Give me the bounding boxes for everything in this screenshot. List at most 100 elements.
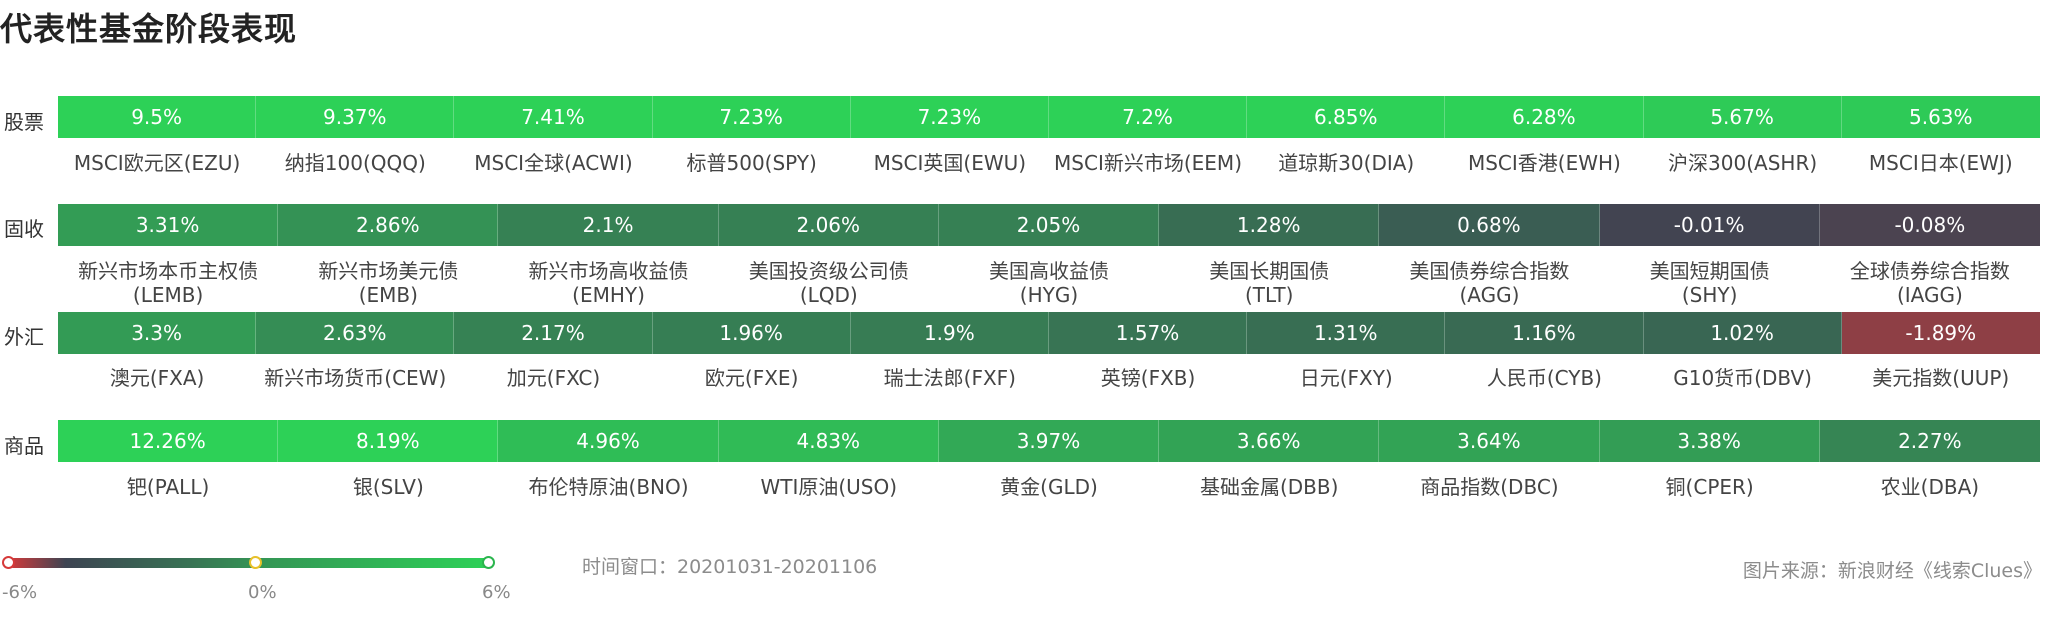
heatmap-cell: 7.23% bbox=[652, 96, 851, 138]
heatmap-cell: 1.57% bbox=[1048, 312, 1248, 354]
heatmap-cell: 7.23% bbox=[850, 96, 1049, 138]
cell-value-label: 1.96% bbox=[719, 321, 783, 345]
cell-value-label: 12.26% bbox=[129, 429, 206, 453]
cell-value-label: 7.23% bbox=[917, 105, 982, 129]
cell-name-label: 美元指数(UUP) bbox=[1872, 366, 2010, 390]
cell-value-label: 6.28% bbox=[1512, 105, 1576, 129]
cell-names-row: 新兴市场本币主权债 (LEMB) 新兴市场美元债 (EMB) 新兴市场高收益债 (EMHY… bbox=[58, 259, 2040, 307]
cell-name-label: 标普500(SPY) bbox=[686, 151, 817, 175]
cell-value-label: 4.96% bbox=[576, 429, 640, 453]
time-window-text: 时间窗口：20201031-20201106 bbox=[582, 556, 878, 578]
cell-name-label: 铜(CPER) bbox=[1665, 475, 1754, 499]
cell-name-label: 美国短期国债 (SHY) bbox=[1649, 259, 1770, 307]
heatmap-cell: 3.97% bbox=[938, 420, 1160, 462]
cell-name-label: 布伦特原油(BNO) bbox=[528, 475, 689, 499]
cell-value-label: 2.17% bbox=[521, 321, 585, 345]
cell-names-row: 钯(PALL) 银(SLV) 布伦特原油(BNO) WTI原油(USO) 黄金(GLD)… bbox=[58, 475, 2040, 499]
heatmap-cell: 2.63% bbox=[256, 312, 455, 354]
cell-value-label: 1.28% bbox=[1236, 213, 1301, 237]
cell-value-label: 7.23% bbox=[719, 105, 783, 129]
heatmap-cell: 1.02% bbox=[1643, 312, 1842, 354]
row-label: 股票 bbox=[4, 110, 44, 134]
cell-name-label: 新兴市场高收益债 (EMHY) bbox=[528, 259, 689, 307]
heatmap-cell: 2.06% bbox=[718, 204, 939, 246]
cell-name-label: WTI原油(USO) bbox=[760, 475, 898, 499]
cell-name-label: MSCI新兴市场(EEM) bbox=[1054, 151, 1242, 175]
heatmap-cell: 2.86% bbox=[278, 204, 499, 246]
heatmap-cell: 12.26% bbox=[58, 420, 279, 462]
heatmap-cell: 4.96% bbox=[498, 420, 719, 462]
heatmap-cell: 8.19% bbox=[278, 420, 499, 462]
cell-name-label: G10货币(DBV) bbox=[1673, 366, 1812, 390]
cell-name-label: 道琼斯30(DIA) bbox=[1278, 151, 1415, 175]
scale-max-label: 6% bbox=[482, 582, 511, 603]
cell-name-label: 基础金属(DBB) bbox=[1199, 475, 1339, 499]
cell-names-row: 澳元(FXA) 新兴市场货币(CEW) 加元(FXC) 欧元(FXE) 瑞士法郎(FXF… bbox=[58, 366, 2040, 390]
heatmap-cell: -1.89% bbox=[1841, 312, 2040, 354]
scale-min-marker bbox=[2, 556, 15, 569]
cell-name-label: 欧元(FXE) bbox=[704, 366, 799, 390]
cell-value-label: 2.27% bbox=[1898, 429, 1962, 453]
cell-name-label: 新兴市场美元债 (EMB) bbox=[318, 259, 459, 307]
cell-name-label: 新兴市场本币主权债 (LEMB) bbox=[78, 259, 259, 307]
cell-value-label: -1.89% bbox=[1905, 321, 1977, 345]
cell-name-label: 农业(DBA) bbox=[1880, 475, 1980, 499]
cell-name-label: 纳指100(QQQ) bbox=[284, 151, 426, 175]
heatmap-cell: 3.64% bbox=[1379, 420, 1600, 462]
cell-value-label: 2.06% bbox=[796, 213, 861, 237]
cell-name-label: 沪深300(ASHR) bbox=[1668, 151, 1818, 175]
cell-name-label: 英镑(FXB) bbox=[1100, 366, 1196, 390]
heatmap-cell: 7.41% bbox=[454, 96, 653, 138]
cell-name-label: 钯(PALL) bbox=[126, 475, 210, 499]
heatmap-cell: 1.96% bbox=[652, 312, 851, 354]
row-label: 固收 bbox=[4, 217, 44, 241]
cell-value-label: 0.68% bbox=[1457, 213, 1521, 237]
heatmap-cell: 1.28% bbox=[1159, 204, 1380, 246]
heatmap-cell: 7.2% bbox=[1048, 96, 1248, 138]
cell-value-label: 5.63% bbox=[1909, 105, 1973, 129]
cell-value-label: 4.83% bbox=[796, 429, 861, 453]
cell-names-row: MSCI欧元区(EZU) 纳指100(QQQ) MSCI全球(ACWI) 标普500(… bbox=[58, 151, 2040, 175]
scale-min-label: -6% bbox=[2, 582, 38, 603]
scale-mid-marker bbox=[249, 556, 262, 569]
heatmap-cell: 2.05% bbox=[938, 204, 1160, 246]
heatmap-cell: -0.01% bbox=[1599, 204, 1820, 246]
heatmap-cell: 1.9% bbox=[850, 312, 1049, 354]
cell-value-label: 3.3% bbox=[131, 321, 182, 345]
heatmap-cell: 3.31% bbox=[58, 204, 279, 246]
heatmap-cell: 0.68% bbox=[1379, 204, 1600, 246]
heatmap-cell: 6.85% bbox=[1247, 96, 1446, 138]
cell-value-label: 1.31% bbox=[1313, 321, 1378, 345]
heatmap-cell: 4.83% bbox=[718, 420, 939, 462]
cell-value-label: 5.67% bbox=[1710, 105, 1774, 129]
cell-name-label: 美国投资级公司债 (LQD) bbox=[748, 259, 909, 307]
cell-name-label: 美国债券综合指数 (AGG) bbox=[1409, 259, 1570, 307]
cell-value-label: -0.08% bbox=[1894, 213, 1966, 237]
cell-name-label: 日元(FXY) bbox=[1299, 366, 1393, 390]
cell-value-label: 3.66% bbox=[1236, 429, 1301, 453]
cell-value-label: 3.64% bbox=[1457, 429, 1521, 453]
heatmap-cell: 1.31% bbox=[1247, 312, 1446, 354]
heatmap-cell: 9.37% bbox=[256, 96, 455, 138]
heatmap-row: 12.26% 8.19% 4.96% 4.83% 3.97% 3.66% 3.64% 3.38… bbox=[58, 420, 2040, 462]
cell-value-label: 1.16% bbox=[1512, 321, 1576, 345]
heatmap-cell: 2.1% bbox=[498, 204, 719, 246]
heatmap-cell: 6.28% bbox=[1445, 96, 1644, 138]
row-label: 外汇 bbox=[4, 325, 44, 349]
cell-value-label: 2.05% bbox=[1016, 213, 1081, 237]
heatmap-cell: 9.5% bbox=[58, 96, 257, 138]
heatmap-row: 3.3% 2.63% 2.17% 1.96% 1.9% 1.57% 1.31% 1.16% 1.… bbox=[58, 312, 2040, 354]
cell-name-label: 新兴市场货币(CEW) bbox=[264, 366, 447, 390]
scale-max-marker bbox=[482, 556, 495, 569]
cell-value-label: 1.9% bbox=[923, 321, 975, 345]
cell-name-label: 加元(FXC) bbox=[506, 366, 601, 390]
heatmap-row: 9.5% 9.37% 7.41% 7.23% 7.23% 7.2% 6.85% 6.28% 5.… bbox=[58, 96, 2040, 138]
cell-name-label: 瑞士法郎(FXF) bbox=[883, 366, 1016, 390]
cell-value-label: 3.97% bbox=[1016, 429, 1081, 453]
cell-name-label: 黄金(GLD) bbox=[1000, 475, 1098, 499]
cell-name-label: 澳元(FXA) bbox=[109, 366, 205, 390]
cell-name-label: 全球债券综合指数 (IAGG) bbox=[1849, 259, 2010, 307]
cell-value-label: 2.1% bbox=[582, 213, 634, 237]
cell-value-label: 9.5% bbox=[131, 105, 182, 129]
heatmap-cell: 3.3% bbox=[58, 312, 257, 354]
